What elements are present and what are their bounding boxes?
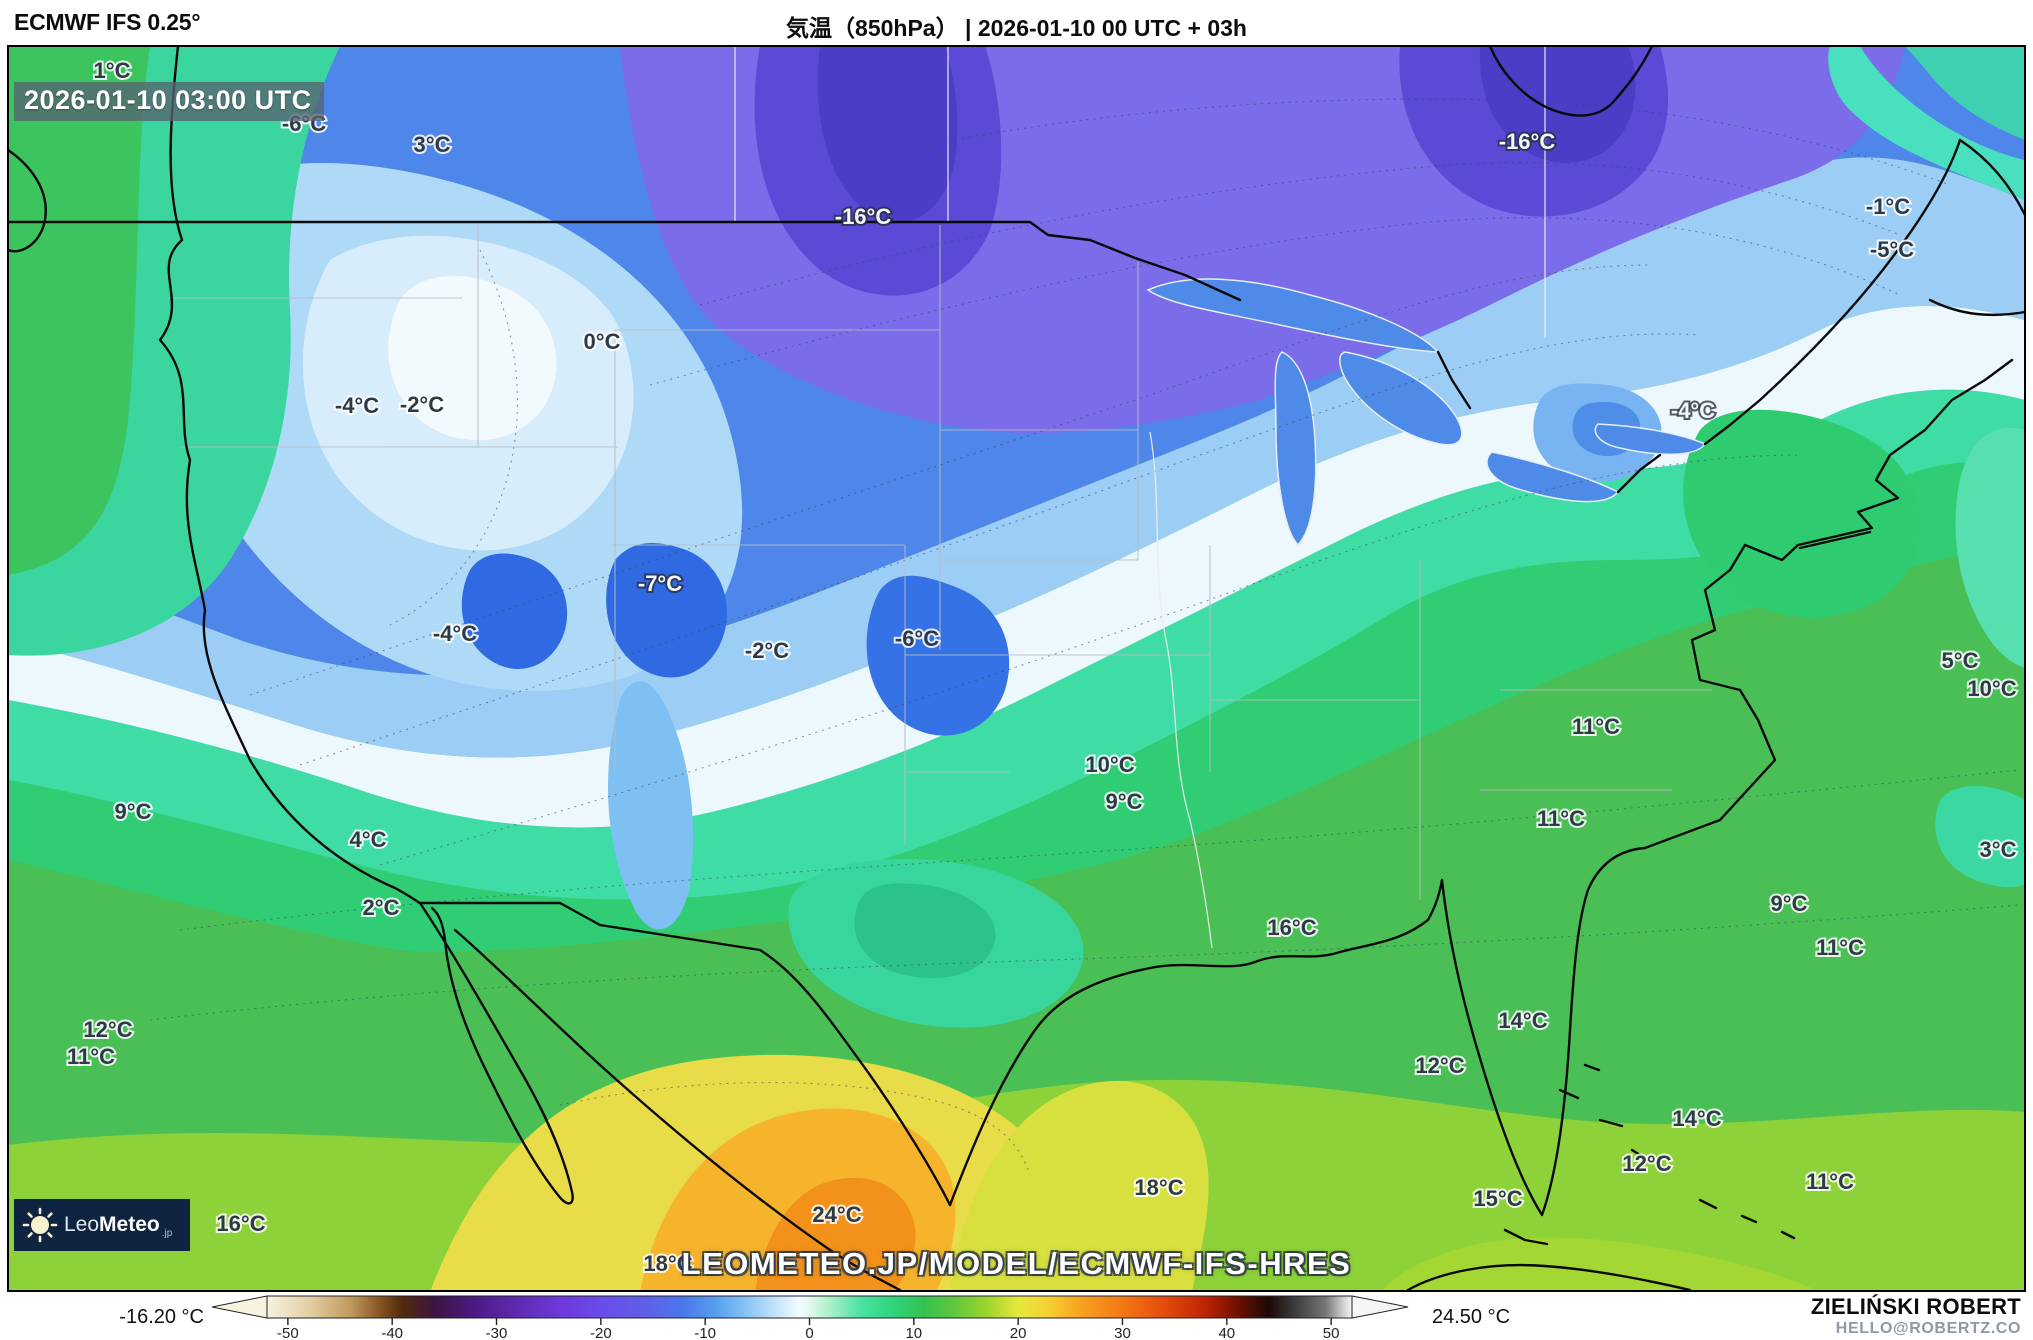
colorbar-tick-label: 40 <box>1218 1325 1235 1340</box>
temp-label: -5°C <box>1870 237 1914 262</box>
colorbar-tick-label: -10 <box>694 1325 716 1340</box>
temp-label: 14°C <box>1498 1008 1547 1033</box>
temp-label: -7°C <box>638 571 682 596</box>
colorbar-tick-labels: -50 -40 -30 -20 -10 0 10 20 30 40 50 <box>277 1325 1339 1340</box>
temp-label: 3°C <box>1980 837 2017 862</box>
colorbar-tick-label: -30 <box>486 1325 508 1340</box>
watermark: LEOMETEO.JP/MODEL/ECMWF-IFS-HRES <box>681 1246 1352 1281</box>
colorbar-tick-label: 30 <box>1114 1325 1131 1340</box>
temp-label: 5°C <box>1942 648 1979 673</box>
colorbar-left-arrow <box>211 1295 268 1319</box>
temp-label: -2°C <box>400 392 444 417</box>
leometeo-logo: LeoMeteo .jp <box>14 1199 190 1251</box>
colorbar-right-arrow <box>1351 1295 1409 1319</box>
temp-label: 10°C <box>1967 676 2016 701</box>
temp-label: 11°C <box>1537 806 1585 831</box>
temp-label: 4°C <box>350 827 387 852</box>
credit-block: ZIELIŃSKI ROBERT HELLO@ROBERTZ.CO <box>1810 1294 2021 1338</box>
colorbar-tick-label: -20 <box>590 1325 612 1340</box>
logo-tld: .jp <box>161 1228 173 1239</box>
temp-label: 0°C <box>584 329 621 354</box>
weather-map: 1°C-6°C3°C-16°C-16°C-1°C-5°C0°C-4°C -2°C -… <box>6 45 2027 1292</box>
temp-label: 9°C <box>115 799 152 824</box>
colorbar-tick-label: 0 <box>805 1325 813 1340</box>
temp-label: 10°C <box>1085 752 1134 777</box>
credit-name: ZIELIŃSKI ROBERT <box>1810 1294 2021 1319</box>
contour-lines <box>149 98 2021 1176</box>
model-label: ECMWF IFS 0.25° <box>14 9 201 35</box>
temp-label: -4°C <box>433 621 477 646</box>
temp-label: -6°C <box>895 626 939 651</box>
temp-label: 24°C <box>812 1202 861 1227</box>
temp-label: 12°C <box>1415 1053 1464 1078</box>
timestamp-badge: 2026-01-10 03:00 UTC <box>14 82 324 121</box>
colorbar-tick-label: 50 <box>1323 1325 1340 1340</box>
footer: -16.20 °C -50 -40 -30 -20 -10 0 10 20 30 40 50 24.… <box>0 1292 2033 1340</box>
temp-label: 16°C <box>216 1211 265 1236</box>
colorbar-ticks <box>287 1318 1332 1325</box>
coastlines <box>6 45 2027 1292</box>
temp-label: -16°C <box>1499 129 1556 154</box>
river-and-province-borders <box>734 46 1546 949</box>
temp-label: 11°C <box>1572 714 1620 739</box>
colorbar-tick-label: -50 <box>277 1325 299 1340</box>
sun-icon <box>22 1207 58 1243</box>
temp-label: -4°C <box>335 393 379 418</box>
temp-label: -1°C <box>1866 194 1910 219</box>
temp-label: 12°C <box>83 1017 132 1042</box>
colorbar-tick-label: 20 <box>1010 1325 1027 1340</box>
temp-label: 16°C <box>1267 915 1316 940</box>
scale-max-value: 24.50 °C <box>1432 1306 1511 1328</box>
colorbar-tick-label: -40 <box>381 1325 403 1340</box>
temp-label: 9°C <box>1771 891 1808 916</box>
temp-label: 18°C <box>1134 1175 1183 1200</box>
temp-label: 18°C <box>643 1251 692 1276</box>
logo-wordmark: LeoMeteo <box>64 1213 160 1236</box>
temp-label: 3°C <box>414 132 451 157</box>
state-borders <box>168 225 1712 900</box>
temp-label: 2°C <box>363 895 400 920</box>
colorbar-tick-label: 10 <box>905 1325 922 1340</box>
temp-label: 11°C <box>1806 1169 1854 1194</box>
map-frame <box>7 45 2026 1292</box>
temp-labels: 1°C-6°C3°C-16°C-16°C-1°C-5°C0°C-4°C -2°C -… <box>65 56 2019 1278</box>
temp-label: -2°C <box>745 638 789 663</box>
temp-label: 14°C <box>1672 1106 1721 1131</box>
temperature-colorbar: -50 -40 -30 -20 -10 0 10 20 30 40 50 <box>211 1295 1409 1340</box>
page-title: 気温（850hPa） | 2026-01-10 00 UTC + 03h <box>786 15 1247 41</box>
great-lakes <box>1146 278 1707 547</box>
temperature-field <box>8 46 2025 1292</box>
credit-email: HELLO@ROBERTZ.CO <box>1835 1319 2021 1337</box>
temp-label: 11°C <box>67 1044 115 1069</box>
temp-label: 9°C <box>1106 789 1143 814</box>
temp-label: 12°C <box>1622 1151 1671 1176</box>
temp-label: -16°C <box>835 204 892 229</box>
temp-label: 1°C <box>94 58 131 83</box>
scale-min-value: -16.20 °C <box>119 1306 204 1328</box>
temp-label: 15°C <box>1473 1186 1522 1211</box>
temp-label: -4°C <box>1671 398 1715 423</box>
temp-label: 11°C <box>1816 935 1864 960</box>
